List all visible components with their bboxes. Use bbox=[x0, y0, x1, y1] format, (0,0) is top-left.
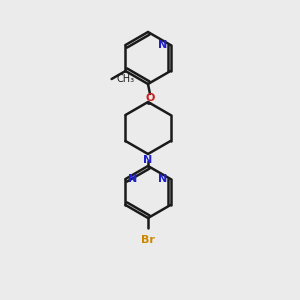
Text: N: N bbox=[143, 155, 153, 165]
Text: N: N bbox=[158, 40, 167, 50]
Text: O: O bbox=[145, 93, 155, 103]
Text: N: N bbox=[128, 174, 138, 184]
Text: Br: Br bbox=[141, 235, 155, 245]
Text: N: N bbox=[158, 174, 167, 184]
Text: CH₃: CH₃ bbox=[117, 74, 135, 84]
